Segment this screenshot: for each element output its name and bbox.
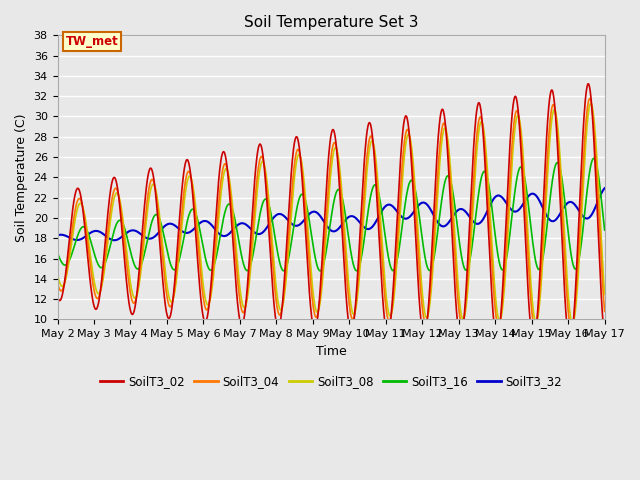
Line: SoilT3_16: SoilT3_16	[58, 158, 605, 271]
SoilT3_08	[175, 260, 182, 265]
SoilT3_32	[175, 226, 182, 231]
SoilT3_16	[601, 227, 609, 233]
SoilT3_16	[282, 266, 289, 272]
SoilT3_02	[552, 119, 560, 125]
SoilT3_08	[415, 243, 422, 249]
SoilT3_16	[316, 268, 324, 274]
SoilT3_04	[601, 309, 609, 314]
SoilT3_04	[54, 280, 61, 286]
SoilT3_32	[54, 232, 61, 238]
SoilT3_16	[268, 217, 276, 223]
Text: TW_met: TW_met	[66, 35, 118, 48]
Line: SoilT3_32: SoilT3_32	[58, 188, 605, 240]
SoilT3_02	[566, 340, 574, 346]
SoilT3_08	[552, 111, 560, 117]
SoilT3_08	[601, 291, 609, 297]
SoilT3_04	[282, 275, 289, 280]
Title: Soil Temperature Set 3: Soil Temperature Set 3	[244, 15, 419, 30]
X-axis label: Time: Time	[316, 345, 346, 358]
SoilT3_02	[601, 336, 609, 341]
Y-axis label: Soil Temperature (C): Soil Temperature (C)	[15, 113, 28, 241]
SoilT3_32	[415, 202, 423, 207]
Line: SoilT3_04: SoilT3_04	[58, 99, 605, 328]
SoilT3_16	[552, 160, 560, 166]
SoilT3_02	[584, 81, 592, 87]
SoilT3_04	[586, 96, 594, 102]
SoilT3_32	[282, 215, 290, 221]
SoilT3_04	[505, 193, 513, 199]
SoilT3_32	[111, 237, 118, 243]
SoilT3_08	[505, 213, 513, 219]
SoilT3_04	[175, 249, 182, 255]
SoilT3_04	[415, 262, 422, 267]
SoilT3_32	[601, 185, 609, 191]
SoilT3_08	[587, 101, 595, 107]
SoilT3_16	[175, 260, 182, 266]
Line: SoilT3_08: SoilT3_08	[58, 104, 605, 324]
SoilT3_04	[552, 114, 560, 120]
SoilT3_04	[268, 254, 276, 260]
SoilT3_02	[282, 260, 289, 266]
SoilT3_16	[415, 213, 423, 218]
SoilT3_08	[268, 239, 276, 245]
SoilT3_16	[54, 250, 61, 256]
SoilT3_02	[268, 279, 276, 285]
SoilT3_32	[552, 216, 560, 222]
SoilT3_32	[269, 216, 276, 222]
SoilT3_16	[506, 236, 513, 242]
Legend: SoilT3_02, SoilT3_04, SoilT3_08, SoilT3_16, SoilT3_32: SoilT3_02, SoilT3_04, SoilT3_08, SoilT3_…	[95, 371, 567, 393]
SoilT3_08	[569, 321, 577, 326]
SoilT3_08	[282, 283, 289, 289]
SoilT3_02	[175, 231, 182, 237]
SoilT3_02	[505, 161, 513, 167]
SoilT3_32	[506, 204, 513, 210]
SoilT3_04	[568, 325, 575, 331]
SoilT3_08	[54, 271, 61, 277]
SoilT3_16	[590, 156, 598, 161]
SoilT3_02	[54, 294, 61, 300]
Line: SoilT3_02: SoilT3_02	[58, 84, 605, 343]
SoilT3_02	[415, 291, 422, 297]
